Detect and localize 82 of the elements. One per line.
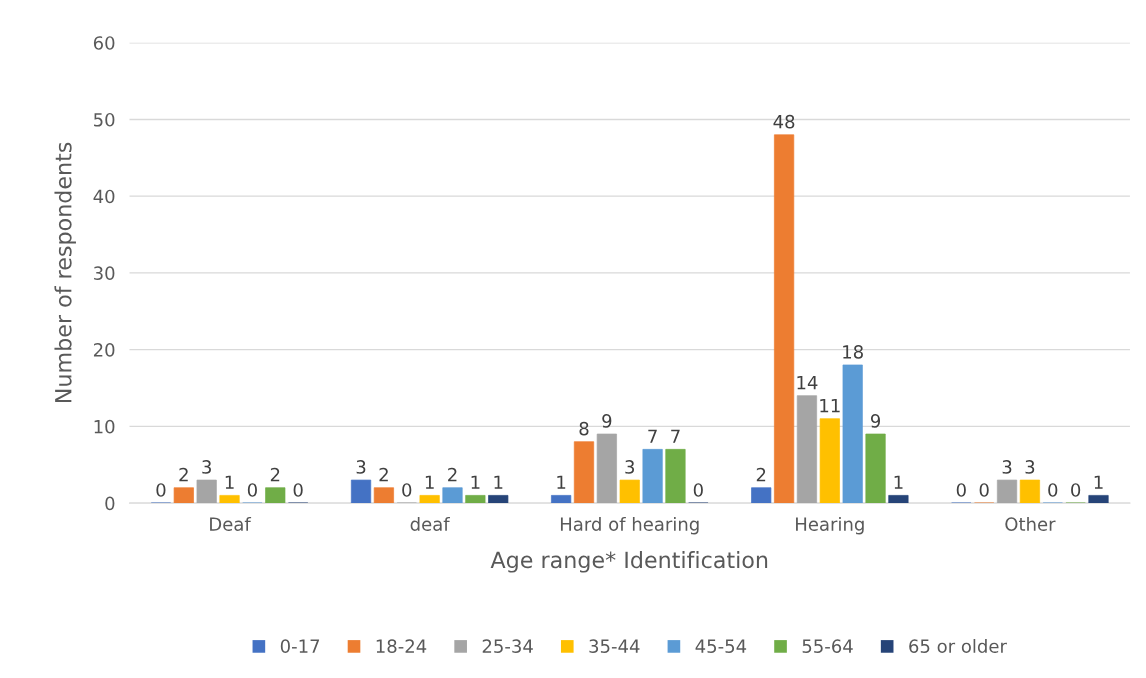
bar (774, 134, 795, 504)
legend-label: 45-54 (695, 639, 747, 653)
bar (596, 433, 617, 504)
data-label: 3 (356, 460, 366, 474)
data-label: 0 (1048, 483, 1058, 497)
bar (865, 433, 886, 504)
data-label: 48 (773, 114, 795, 129)
bar (573, 441, 595, 504)
bar (173, 487, 194, 504)
data-label: 8 (579, 421, 589, 436)
data-label: 9 (602, 414, 612, 428)
data-label: 18 (843, 345, 863, 359)
bar (373, 487, 394, 504)
bar (488, 495, 509, 504)
legend-label: 0-17 (280, 639, 320, 653)
data-label: 11 (820, 398, 840, 413)
data-label: 3 (1002, 460, 1012, 474)
bar (196, 479, 217, 504)
data-label: 0 (1071, 483, 1081, 497)
data-label: 0 (156, 483, 166, 497)
data-label: 3 (625, 460, 635, 474)
data-label: 0 (693, 483, 703, 497)
x-tick-label: Hearing (796, 516, 864, 535)
data-label: 0 (247, 483, 257, 497)
bar (819, 418, 840, 504)
bar (842, 364, 863, 504)
data-label: 2 (448, 467, 457, 482)
data-label: 7 (648, 429, 657, 443)
bar (419, 495, 440, 504)
bar (665, 449, 686, 504)
data-label: 7 (671, 429, 680, 443)
legend-label: 65 or older (909, 639, 1007, 653)
bar (442, 487, 463, 504)
bar (265, 487, 286, 504)
data-label: 1 (894, 475, 903, 489)
y-tick-label: 20 (93, 343, 115, 357)
bar (1019, 479, 1040, 504)
data-label: 9 (870, 414, 881, 428)
bar (751, 487, 772, 504)
data-label: 0 (979, 483, 989, 497)
data-label: 2 (379, 467, 388, 482)
data-label: 0 (293, 483, 303, 497)
legend-label: 35-44 (589, 639, 640, 653)
y-axis-title: Number of respondents (54, 142, 76, 403)
bar (350, 479, 372, 504)
y-tick-label: 30 (94, 266, 115, 281)
x-tick-label: Hard of hearing (560, 516, 699, 535)
data-label: 3 (1025, 460, 1035, 474)
bar (796, 395, 818, 504)
x-axis-title: Age range* Identification (490, 551, 768, 573)
y-tick-label: 60 (93, 36, 115, 50)
x-tick-label: Deaf (210, 516, 252, 531)
legend-label: 25-34 (482, 639, 533, 653)
x-tick-label: Other (1005, 516, 1056, 531)
data-label: 1 (1094, 475, 1103, 489)
data-label: 2 (756, 467, 766, 482)
data-label: 1 (425, 475, 434, 489)
data-label: 14 (797, 375, 818, 390)
y-tick-label: 50 (94, 112, 115, 127)
bar (1088, 495, 1109, 504)
bar (219, 495, 240, 504)
data-label: 2 (270, 467, 280, 482)
bar (888, 495, 909, 504)
data-label: 0 (956, 483, 966, 497)
x-tick-label: deaf (410, 516, 450, 531)
bar (465, 495, 486, 504)
data-label: 1 (225, 475, 234, 489)
legend-label: 55-64 (802, 639, 853, 653)
y-tick-label: 10 (94, 419, 115, 434)
data-label: 1 (471, 475, 480, 489)
data-label: 3 (202, 460, 211, 474)
y-tick-label: 0 (105, 496, 115, 511)
legend-label: 18-24 (376, 639, 427, 653)
bar (619, 479, 640, 504)
bar (551, 495, 572, 504)
bar (642, 449, 663, 504)
data-label: 1 (494, 475, 503, 489)
data-label: 0 (402, 483, 412, 497)
bar (996, 479, 1018, 504)
data-label: 2 (179, 467, 188, 482)
y-tick-label: 40 (93, 189, 115, 204)
data-label: 1 (557, 475, 566, 489)
